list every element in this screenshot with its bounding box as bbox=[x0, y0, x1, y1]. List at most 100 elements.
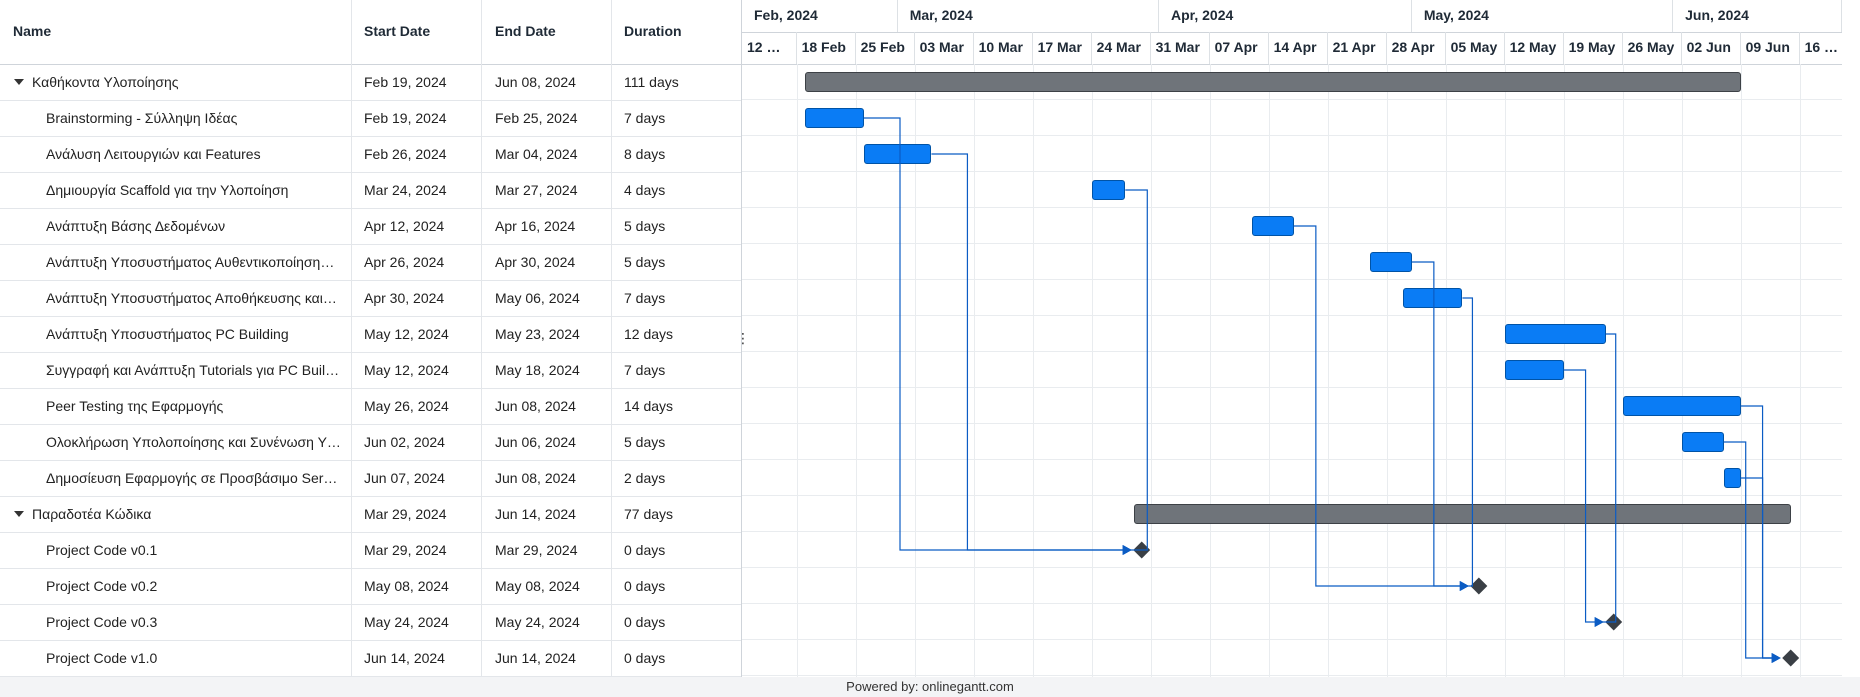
task-name-cell[interactable]: Project Code v0.3 bbox=[46, 604, 344, 640]
duration-cell[interactable]: 5 days bbox=[624, 434, 666, 450]
start-date-cell[interactable]: Mar 29, 2024 bbox=[364, 542, 447, 558]
task-bar[interactable] bbox=[1681, 432, 1724, 452]
collapse-caret-icon[interactable] bbox=[14, 511, 24, 518]
task-bar[interactable] bbox=[1369, 252, 1412, 272]
end-date-cell[interactable]: May 08, 2024 bbox=[495, 578, 580, 594]
duration-cell[interactable]: 12 days bbox=[624, 326, 674, 342]
task-bar[interactable] bbox=[1251, 216, 1294, 236]
task-row[interactable]: Project Code v1.0 Jun 14, 2024 Jun 14, 202… bbox=[0, 640, 741, 677]
duration-cell[interactable]: 0 days bbox=[624, 578, 666, 594]
duration-cell[interactable]: 77 days bbox=[624, 506, 674, 522]
task-bar[interactable] bbox=[864, 144, 932, 164]
start-date-cell[interactable]: Mar 24, 2024 bbox=[364, 182, 447, 198]
column-divider[interactable] bbox=[481, 0, 482, 677]
end-date-cell[interactable]: May 24, 2024 bbox=[495, 614, 580, 630]
task-name-cell[interactable]: Ανάπτυξη Υποσυστήματος Αποθήκευσης και… bbox=[46, 280, 344, 316]
task-row[interactable]: Peer Testing της Εφαρμογής May 26, 2024 Ju… bbox=[0, 388, 741, 425]
duration-cell[interactable]: 8 days bbox=[624, 146, 666, 162]
task-bar[interactable] bbox=[1504, 360, 1564, 380]
duration-cell[interactable]: 5 days bbox=[624, 218, 666, 234]
task-row[interactable]: Ανάλυση Λειτουργιών και Features Feb 26, … bbox=[0, 136, 741, 173]
start-date-cell[interactable]: Feb 19, 2024 bbox=[364, 74, 447, 90]
task-bar[interactable] bbox=[805, 108, 864, 128]
task-row[interactable]: Συγγραφή και Ανάπτυξη Tutorials για PC B… bbox=[0, 352, 741, 389]
task-row[interactable]: Project Code v0.2 May 08, 2024 May 08, 202… bbox=[0, 568, 741, 605]
duration-cell[interactable]: 0 days bbox=[624, 614, 666, 630]
duration-cell[interactable]: 0 days bbox=[624, 542, 666, 558]
task-name-cell[interactable]: Ανάπτυξη Βάσης Δεδομένων bbox=[46, 208, 344, 244]
task-row[interactable]: Ανάπτυξη Υποσυστήματος Αυθεντικοποίηση… A… bbox=[0, 244, 741, 281]
duration-cell[interactable]: 7 days bbox=[624, 110, 666, 126]
task-name-cell[interactable]: Παραδοτέα Κώδικα bbox=[14, 496, 344, 532]
task-row[interactable]: Project Code v0.3 May 24, 2024 May 24, 202… bbox=[0, 604, 741, 641]
task-name-cell[interactable]: Ανάπτυξη Υποσυστήματος PC Building bbox=[46, 316, 344, 352]
task-name-cell[interactable]: Ολοκλήρωση Υπολοποίησης και Συνένωση Υ… bbox=[46, 424, 344, 460]
duration-cell[interactable]: 0 days bbox=[624, 650, 666, 666]
start-date-cell[interactable]: Mar 29, 2024 bbox=[364, 506, 447, 522]
panel-splitter-handle[interactable]: ⋮ bbox=[736, 330, 750, 346]
task-name-cell[interactable]: Συγγραφή και Ανάπτυξη Tutorials για PC B… bbox=[46, 352, 344, 388]
column-header-end-date[interactable]: End Date bbox=[495, 23, 556, 39]
milestone-diamond-icon[interactable] bbox=[1470, 577, 1488, 595]
end-date-cell[interactable]: Jun 08, 2024 bbox=[495, 470, 576, 486]
task-name-cell[interactable]: Peer Testing της Εφαρμογής bbox=[46, 388, 344, 424]
task-row[interactable]: Ολοκλήρωση Υπολοποίησης και Συνένωση Υ… J… bbox=[0, 424, 741, 461]
start-date-cell[interactable]: Jun 14, 2024 bbox=[364, 650, 445, 666]
column-divider[interactable] bbox=[611, 0, 612, 677]
task-name-cell[interactable]: Δημοσίευση Εφαρμογής σε Προσβάσιμο Ser… bbox=[46, 460, 344, 496]
group-row[interactable]: Παραδοτέα Κώδικα Mar 29, 2024 Jun 14, 2024… bbox=[0, 496, 741, 533]
start-date-cell[interactable]: Apr 26, 2024 bbox=[364, 254, 445, 270]
duration-cell[interactable]: 7 days bbox=[624, 362, 666, 378]
end-date-cell[interactable]: Mar 04, 2024 bbox=[495, 146, 578, 162]
duration-cell[interactable]: 2 days bbox=[624, 470, 666, 486]
duration-cell[interactable]: 111 days bbox=[624, 74, 679, 90]
duration-cell[interactable]: 5 days bbox=[624, 254, 666, 270]
start-date-cell[interactable]: Jun 02, 2024 bbox=[364, 434, 445, 450]
duration-cell[interactable]: 4 days bbox=[624, 182, 666, 198]
column-divider[interactable] bbox=[351, 0, 352, 677]
start-date-cell[interactable]: Apr 12, 2024 bbox=[364, 218, 445, 234]
end-date-cell[interactable]: Feb 25, 2024 bbox=[495, 110, 578, 126]
end-date-cell[interactable]: Mar 29, 2024 bbox=[495, 542, 578, 558]
end-date-cell[interactable]: May 06, 2024 bbox=[495, 290, 580, 306]
task-name-cell[interactable]: Project Code v0.1 bbox=[46, 532, 344, 568]
start-date-cell[interactable]: May 08, 2024 bbox=[364, 578, 449, 594]
task-name-cell[interactable]: Δημιουργία Scaffold για την Υλοποίηση bbox=[46, 172, 344, 208]
task-row[interactable]: Project Code v0.1 Mar 29, 2024 Mar 29, 202… bbox=[0, 532, 741, 569]
end-date-cell[interactable]: Jun 06, 2024 bbox=[495, 434, 576, 450]
task-name-cell[interactable]: Brainstorming - Σύλληψη Ιδέας bbox=[46, 100, 344, 136]
task-name-cell[interactable]: Project Code v0.2 bbox=[46, 568, 344, 604]
task-bar[interactable] bbox=[1723, 468, 1741, 488]
start-date-cell[interactable]: Jun 07, 2024 bbox=[364, 470, 445, 486]
start-date-cell[interactable]: Apr 30, 2024 bbox=[364, 290, 445, 306]
task-bar[interactable] bbox=[1091, 180, 1126, 200]
end-date-cell[interactable]: Apr 16, 2024 bbox=[495, 218, 576, 234]
task-bar[interactable] bbox=[1403, 288, 1463, 308]
start-date-cell[interactable]: May 24, 2024 bbox=[364, 614, 449, 630]
task-row[interactable]: Ανάπτυξη Υποσυστήματος PC Building May 12… bbox=[0, 316, 741, 353]
start-date-cell[interactable]: Feb 19, 2024 bbox=[364, 110, 447, 126]
duration-cell[interactable]: 7 days bbox=[624, 290, 666, 306]
end-date-cell[interactable]: Apr 30, 2024 bbox=[495, 254, 576, 270]
column-header-name[interactable]: Name bbox=[13, 23, 52, 39]
start-date-cell[interactable]: May 26, 2024 bbox=[364, 398, 449, 414]
end-date-cell[interactable]: May 23, 2024 bbox=[495, 326, 580, 342]
column-header-duration[interactable]: Duration bbox=[624, 23, 682, 39]
group-row[interactable]: Καθήκοντα Υλοποίησης Feb 19, 2024 Jun 08, … bbox=[0, 64, 741, 101]
start-date-cell[interactable]: May 12, 2024 bbox=[364, 326, 449, 342]
end-date-cell[interactable]: Jun 08, 2024 bbox=[495, 398, 576, 414]
summary-bar[interactable] bbox=[1133, 504, 1792, 524]
task-row[interactable]: Ανάπτυξη Βάσης Δεδομένων Apr 12, 2024 Apr … bbox=[0, 208, 741, 245]
task-name-cell[interactable]: Project Code v1.0 bbox=[46, 640, 344, 676]
column-header-start-date[interactable]: Start Date bbox=[364, 23, 431, 39]
task-name-cell[interactable]: Ανάπτυξη Υποσυστήματος Αυθεντικοποίηση… bbox=[46, 244, 344, 280]
end-date-cell[interactable]: Jun 14, 2024 bbox=[495, 650, 576, 666]
task-row[interactable]: Δημοσίευση Εφαρμογής σε Προσβάσιμο Ser… J… bbox=[0, 460, 741, 497]
end-date-cell[interactable]: May 18, 2024 bbox=[495, 362, 580, 378]
end-date-cell[interactable]: Jun 14, 2024 bbox=[495, 506, 576, 522]
task-bar[interactable] bbox=[1622, 396, 1741, 416]
task-row[interactable]: Ανάπτυξη Υποσυστήματος Αποθήκευσης και… A… bbox=[0, 280, 741, 317]
end-date-cell[interactable]: Mar 27, 2024 bbox=[495, 182, 578, 198]
task-row[interactable]: Brainstorming - Σύλληψη Ιδέας Feb 19, 202… bbox=[0, 100, 741, 137]
end-date-cell[interactable]: Jun 08, 2024 bbox=[495, 74, 576, 90]
